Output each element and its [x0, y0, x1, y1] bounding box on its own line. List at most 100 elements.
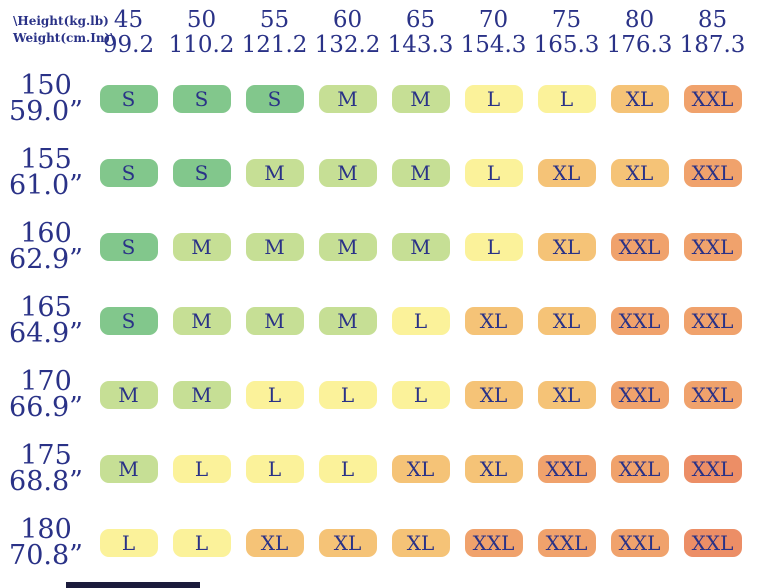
column-kg-value: 65 — [405, 7, 436, 33]
size-cell: S — [172, 85, 231, 113]
size-cell: XL — [391, 455, 450, 483]
column-kg-value: 45 — [113, 7, 144, 33]
column-lb-value: 187.3 — [679, 32, 746, 58]
column-header-kg-65: 65 143.3 — [384, 6, 457, 62]
column-header-kg-80: 80 176.3 — [603, 6, 676, 62]
column-lb-value: 165.3 — [533, 32, 600, 58]
size-cell-wrap: M — [165, 284, 238, 358]
size-cell: XL — [610, 159, 669, 187]
size-cell-wrap: XXL — [603, 358, 676, 432]
size-cell: L — [172, 529, 231, 557]
size-cell: XL — [318, 529, 377, 557]
size-cell-wrap: XL — [384, 432, 457, 506]
size-cell: S — [99, 307, 158, 335]
size-cell-wrap: L — [530, 62, 603, 136]
row-cm-value: 175 — [20, 440, 72, 471]
column-kg-value: 75 — [551, 7, 582, 33]
size-cell-wrap: M — [311, 284, 384, 358]
size-cell: L — [391, 381, 450, 409]
size-cell: S — [99, 233, 158, 261]
size-cell-wrap: XXL — [603, 284, 676, 358]
row-inch-value: 70.8” — [9, 540, 83, 571]
size-cell: M — [99, 381, 158, 409]
size-cell: XL — [537, 307, 596, 335]
column-kg-value: 50 — [186, 7, 217, 33]
size-cell: L — [464, 85, 523, 113]
weight-axis-label: Weight(cm.In)\ — [13, 31, 115, 45]
column-header-kg-60: 60 132.2 — [311, 6, 384, 62]
size-cell: XXL — [683, 307, 742, 335]
size-cell-wrap: XL — [530, 284, 603, 358]
size-cell-wrap: XL — [238, 506, 311, 580]
row-inch-value: 68.8” — [9, 466, 83, 497]
height-axis-label: \Height(kg.lb) — [13, 14, 109, 28]
size-cell: M — [318, 233, 377, 261]
column-kg-value: 55 — [259, 7, 290, 33]
size-cell: M — [245, 159, 304, 187]
size-cell: XXL — [683, 233, 742, 261]
column-lb-value: 121.2 — [241, 32, 308, 58]
size-cell-wrap: L — [92, 506, 165, 580]
size-cell-wrap: XL — [311, 506, 384, 580]
size-cell: L — [318, 455, 377, 483]
size-cell-wrap: XL — [530, 136, 603, 210]
size-cell: XL — [537, 381, 596, 409]
column-header-kg-70: 70 154.3 — [457, 6, 530, 62]
row-header-cm-165: 165 64.9” — [0, 284, 92, 358]
size-cell-wrap: XL — [457, 432, 530, 506]
size-cell-wrap: XXL — [676, 136, 749, 210]
row-inch-value: 59.0” — [9, 96, 83, 127]
row-header-cm-155: 155 61.0” — [0, 136, 92, 210]
size-cell: M — [391, 233, 450, 261]
size-cell-wrap: XXL — [676, 210, 749, 284]
column-kg-value: 70 — [478, 7, 509, 33]
row-cm-value: 160 — [20, 218, 72, 249]
size-cell: M — [172, 307, 231, 335]
size-cell-wrap: M — [384, 210, 457, 284]
column-lb-value: 176.3 — [606, 32, 673, 58]
size-cell: L — [245, 455, 304, 483]
column-lb-value: 132.2 — [314, 32, 381, 58]
column-lb-value: 143.3 — [387, 32, 454, 58]
size-cell: M — [391, 159, 450, 187]
column-header-kg-50: 50 110.2 — [165, 6, 238, 62]
size-cell-wrap: XXL — [530, 432, 603, 506]
row-header-cm-170: 170 66.9” — [0, 358, 92, 432]
row-header-cm-160: 160 62.9” — [0, 210, 92, 284]
size-cell: XXL — [683, 455, 742, 483]
size-cell: XXL — [683, 381, 742, 409]
size-cell: S — [99, 85, 158, 113]
row-inch-value: 66.9” — [9, 392, 83, 423]
size-cell: M — [318, 85, 377, 113]
size-cell: S — [172, 159, 231, 187]
size-cell: M — [172, 233, 231, 261]
size-cell-wrap: XXL — [603, 210, 676, 284]
column-header-kg-75: 75 165.3 — [530, 6, 603, 62]
size-cell: XXL — [610, 381, 669, 409]
size-cell: M — [318, 159, 377, 187]
row-cm-value: 150 — [20, 70, 72, 101]
column-lb-value: 154.3 — [460, 32, 527, 58]
size-cell-wrap: XXL — [603, 432, 676, 506]
size-cell: L — [464, 159, 523, 187]
size-cell: XL — [464, 307, 523, 335]
size-cell: S — [99, 159, 158, 187]
size-cell-wrap: L — [457, 210, 530, 284]
size-cell: XXL — [464, 529, 523, 557]
size-cell: XXL — [610, 307, 669, 335]
size-cell: XXL — [537, 455, 596, 483]
column-kg-value: 85 — [697, 7, 728, 33]
size-cell-wrap: XL — [530, 210, 603, 284]
row-cm-value: 180 — [20, 514, 72, 545]
row-inch-value: 64.9” — [9, 318, 83, 349]
size-cell-wrap: XXL — [603, 506, 676, 580]
row-cm-value: 165 — [20, 292, 72, 323]
row-inch-value: 61.0” — [9, 170, 83, 201]
size-cell: XL — [537, 159, 596, 187]
size-cell-wrap: XXL — [676, 358, 749, 432]
size-cell-wrap: S — [92, 62, 165, 136]
size-cell: S — [245, 85, 304, 113]
size-cell-wrap: XXL — [457, 506, 530, 580]
row-header-cm-180: 180 70.8” — [0, 506, 92, 580]
